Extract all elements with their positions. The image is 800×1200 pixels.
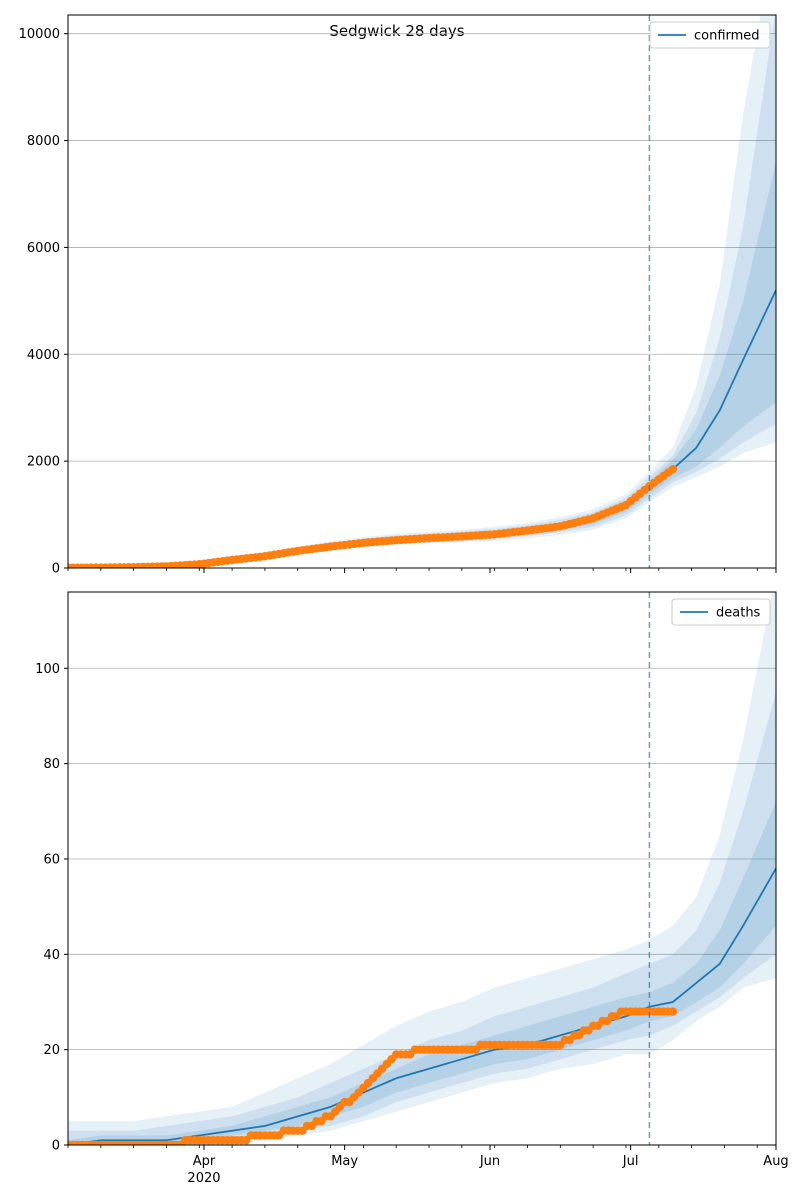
interval-band-80 [68,692,776,1145]
x-tick-label: May [331,1154,358,1169]
interval-band-80 [68,15,776,568]
model-median-line [68,289,776,568]
x-tick-label: Apr [193,1154,216,1169]
legend-box [649,21,771,49]
plot-area [68,15,776,568]
interval-band-50 [68,801,776,1145]
y-tick-label: 4000 [27,348,60,363]
y-tick-label: 8000 [27,134,60,149]
y-tick-label: 10000 [19,27,60,42]
y-tick-label: 100 [35,662,60,677]
y-tick-label: 2000 [27,455,60,470]
y-tick-label: 0 [52,1139,60,1154]
interval-band-95 [68,592,776,1145]
axes-frame [67,14,777,569]
x-tick-sublabel: 2020 [187,1171,220,1186]
observed-series [68,464,678,568]
axes-frame [67,591,777,1146]
chart-panels: 0 2000 4000 6000 8000 10000 confirmed 0 20 40 60 80… [19,14,789,1186]
legend-label: deaths [716,606,761,621]
legend-label: confirmed [694,29,760,44]
y-tick-label: 60 [43,852,60,867]
x-tick-label: Jun [479,1154,500,1169]
y-tick-label: 0 [52,562,60,577]
figure-title: Sedgwick 28 days [329,22,464,40]
x-tick-label: Jul [622,1154,639,1169]
y-tick-label: 20 [43,1043,60,1058]
legend-box [671,598,771,626]
panel-deaths: 0 20 40 60 80 100 Apr 2020 May Jun Jul Aug deaths [35,591,789,1186]
y-tick-label: 40 [43,948,60,963]
interval-band-50 [68,161,776,568]
observed-point [668,1007,678,1016]
observed-point [668,464,678,474]
plot-area [68,592,776,1145]
legend: deaths [671,598,771,626]
y-tick-label: 6000 [27,241,60,256]
legend: confirmed [649,21,771,49]
panel-confirmed: 0 2000 4000 6000 8000 10000 confirmed [19,14,777,577]
x-tick-label: Aug [763,1154,788,1169]
y-tick-label: 80 [43,757,60,772]
observed-series [68,1007,678,1145]
